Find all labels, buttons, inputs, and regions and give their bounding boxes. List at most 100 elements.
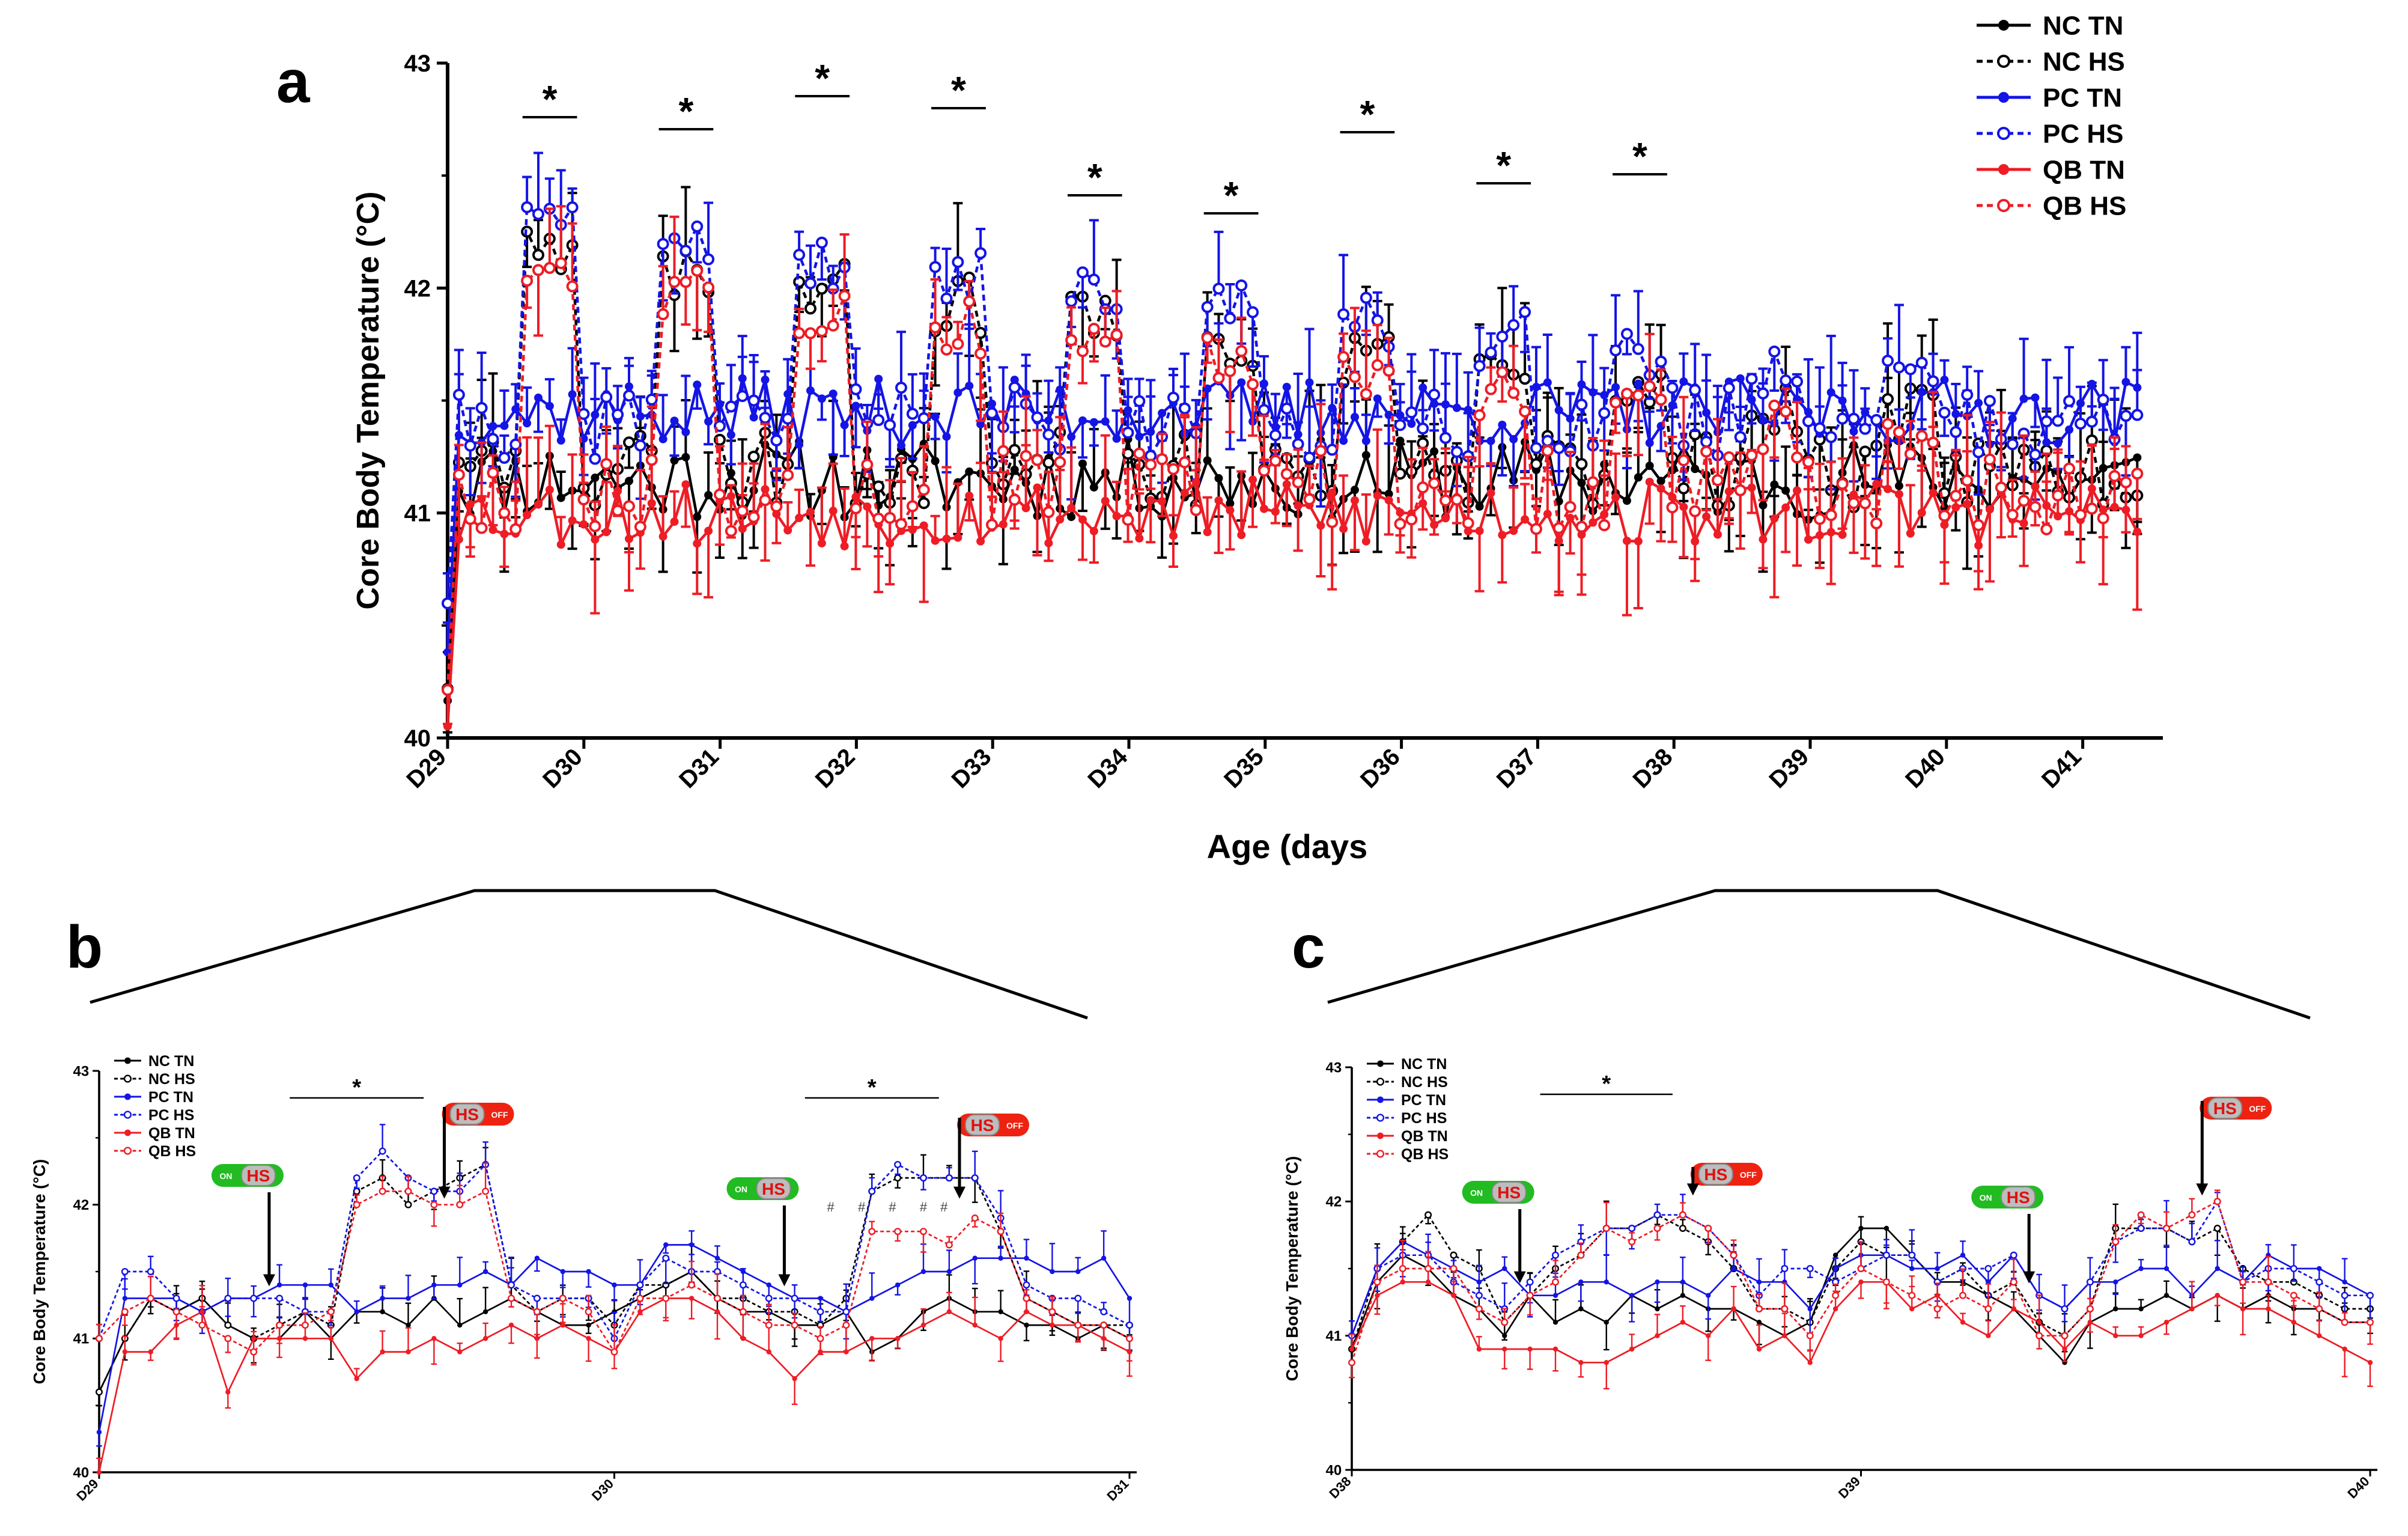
- y-tick-label: 42: [404, 275, 431, 302]
- data-point: [591, 474, 600, 483]
- data-point: [929, 261, 941, 273]
- data-point: [1526, 1291, 1534, 1299]
- data-point: [1439, 431, 1452, 444]
- significance-star: *: [678, 90, 693, 133]
- data-point: [1169, 531, 1178, 540]
- data-point: [1475, 526, 1484, 535]
- data-point: [680, 245, 692, 257]
- data-point: [1700, 445, 1713, 458]
- data-point: [1554, 406, 1563, 415]
- data-point: [406, 1349, 411, 1355]
- data-point: [929, 321, 941, 334]
- data-point: [1804, 535, 1813, 544]
- data-point: [545, 401, 554, 410]
- arrow-head: [263, 1274, 275, 1287]
- data-point: [895, 1282, 901, 1288]
- data-point: [1048, 1308, 1056, 1315]
- legend-marker: [1997, 127, 2010, 140]
- data-point: [1303, 493, 1316, 505]
- data-point: [498, 507, 511, 519]
- data-point: [1622, 537, 1631, 546]
- data-point: [509, 523, 522, 535]
- data-point: [1135, 432, 1144, 441]
- data-point: [850, 383, 862, 395]
- legend-label: PC TN: [2043, 83, 2122, 112]
- data-point: [1050, 1322, 1055, 1328]
- data-point: [2110, 502, 2119, 511]
- data-point: [1859, 497, 1871, 510]
- data-point: [766, 1282, 771, 1288]
- badge-off-label: OFF: [2249, 1104, 2266, 1114]
- data-point: [1870, 517, 1883, 529]
- data-point: [1713, 530, 1722, 539]
- data-point: [2215, 1293, 2220, 1298]
- data-point: [1575, 520, 1588, 533]
- data-point: [2085, 502, 2098, 515]
- series-pc-hs: [442, 151, 2144, 609]
- data-point: [1643, 380, 1656, 392]
- data-point: [976, 419, 985, 428]
- data-point: [1418, 383, 1427, 392]
- data-point: [689, 1296, 695, 1301]
- data-point: [1226, 506, 1235, 515]
- data-point: [2074, 418, 2087, 430]
- data-point: [919, 1228, 927, 1236]
- data-point: [1951, 503, 1960, 512]
- series-qb-hs: [442, 205, 2144, 725]
- data-point: [559, 1294, 567, 1302]
- data-point: [302, 1282, 308, 1288]
- data-point: [1722, 382, 1735, 394]
- data-point: [2040, 415, 2053, 428]
- badge-knob: [449, 1103, 485, 1125]
- badge-hs-label: HS: [1497, 1183, 1521, 1202]
- data-point: [2120, 410, 2132, 422]
- data-point: [172, 1294, 180, 1302]
- data-point: [1730, 1251, 1738, 1259]
- data-point: [2215, 1266, 2220, 1272]
- data-point: [276, 1282, 282, 1288]
- legend-marker: [123, 1147, 132, 1155]
- data-point: [1349, 1346, 1355, 1352]
- data-point: [198, 1321, 206, 1329]
- x-tick-label: D32: [810, 743, 860, 793]
- data-point: [1768, 399, 1781, 412]
- legend-label: NC TN: [1401, 1056, 1447, 1073]
- data-point: [1507, 318, 1520, 331]
- data-point: [868, 1228, 876, 1236]
- data-point: [725, 525, 737, 537]
- data-point: [1961, 388, 1974, 401]
- data-point: [1405, 513, 1418, 526]
- data-point: [1065, 295, 1078, 308]
- data-point: [827, 319, 839, 332]
- data-point: [1424, 1264, 1432, 1272]
- data-point: [1793, 486, 1802, 495]
- data-point: [508, 1294, 515, 1302]
- legend-label: QB TN: [1401, 1128, 1448, 1145]
- data-point: [1110, 329, 1123, 341]
- hs-on-badge: HS ON: [1462, 1181, 1534, 1204]
- data-point: [457, 1322, 463, 1328]
- x-tick-label: D33: [947, 743, 997, 793]
- data-point: [869, 1296, 875, 1301]
- zoom-bracket-b: [90, 889, 1088, 1020]
- data-point: [1870, 413, 1883, 426]
- legend-label: PC TN: [1401, 1092, 1446, 1109]
- data-point: [1089, 526, 1098, 535]
- data-point: [726, 430, 735, 439]
- data-point: [884, 511, 896, 524]
- data-point: [1167, 391, 1179, 404]
- data-point: [1485, 383, 1497, 395]
- data-point: [404, 1187, 412, 1195]
- data-point: [95, 1335, 103, 1342]
- data-point: [2011, 1306, 2016, 1312]
- data-point: [276, 1294, 284, 1302]
- data-point: [589, 520, 601, 532]
- data-point: [2266, 1306, 2271, 1312]
- data-point: [475, 522, 488, 534]
- data-point: [1564, 501, 1576, 513]
- data-point: [1526, 1278, 1534, 1286]
- data-point: [2341, 1291, 2349, 1299]
- data-point: [713, 1294, 721, 1302]
